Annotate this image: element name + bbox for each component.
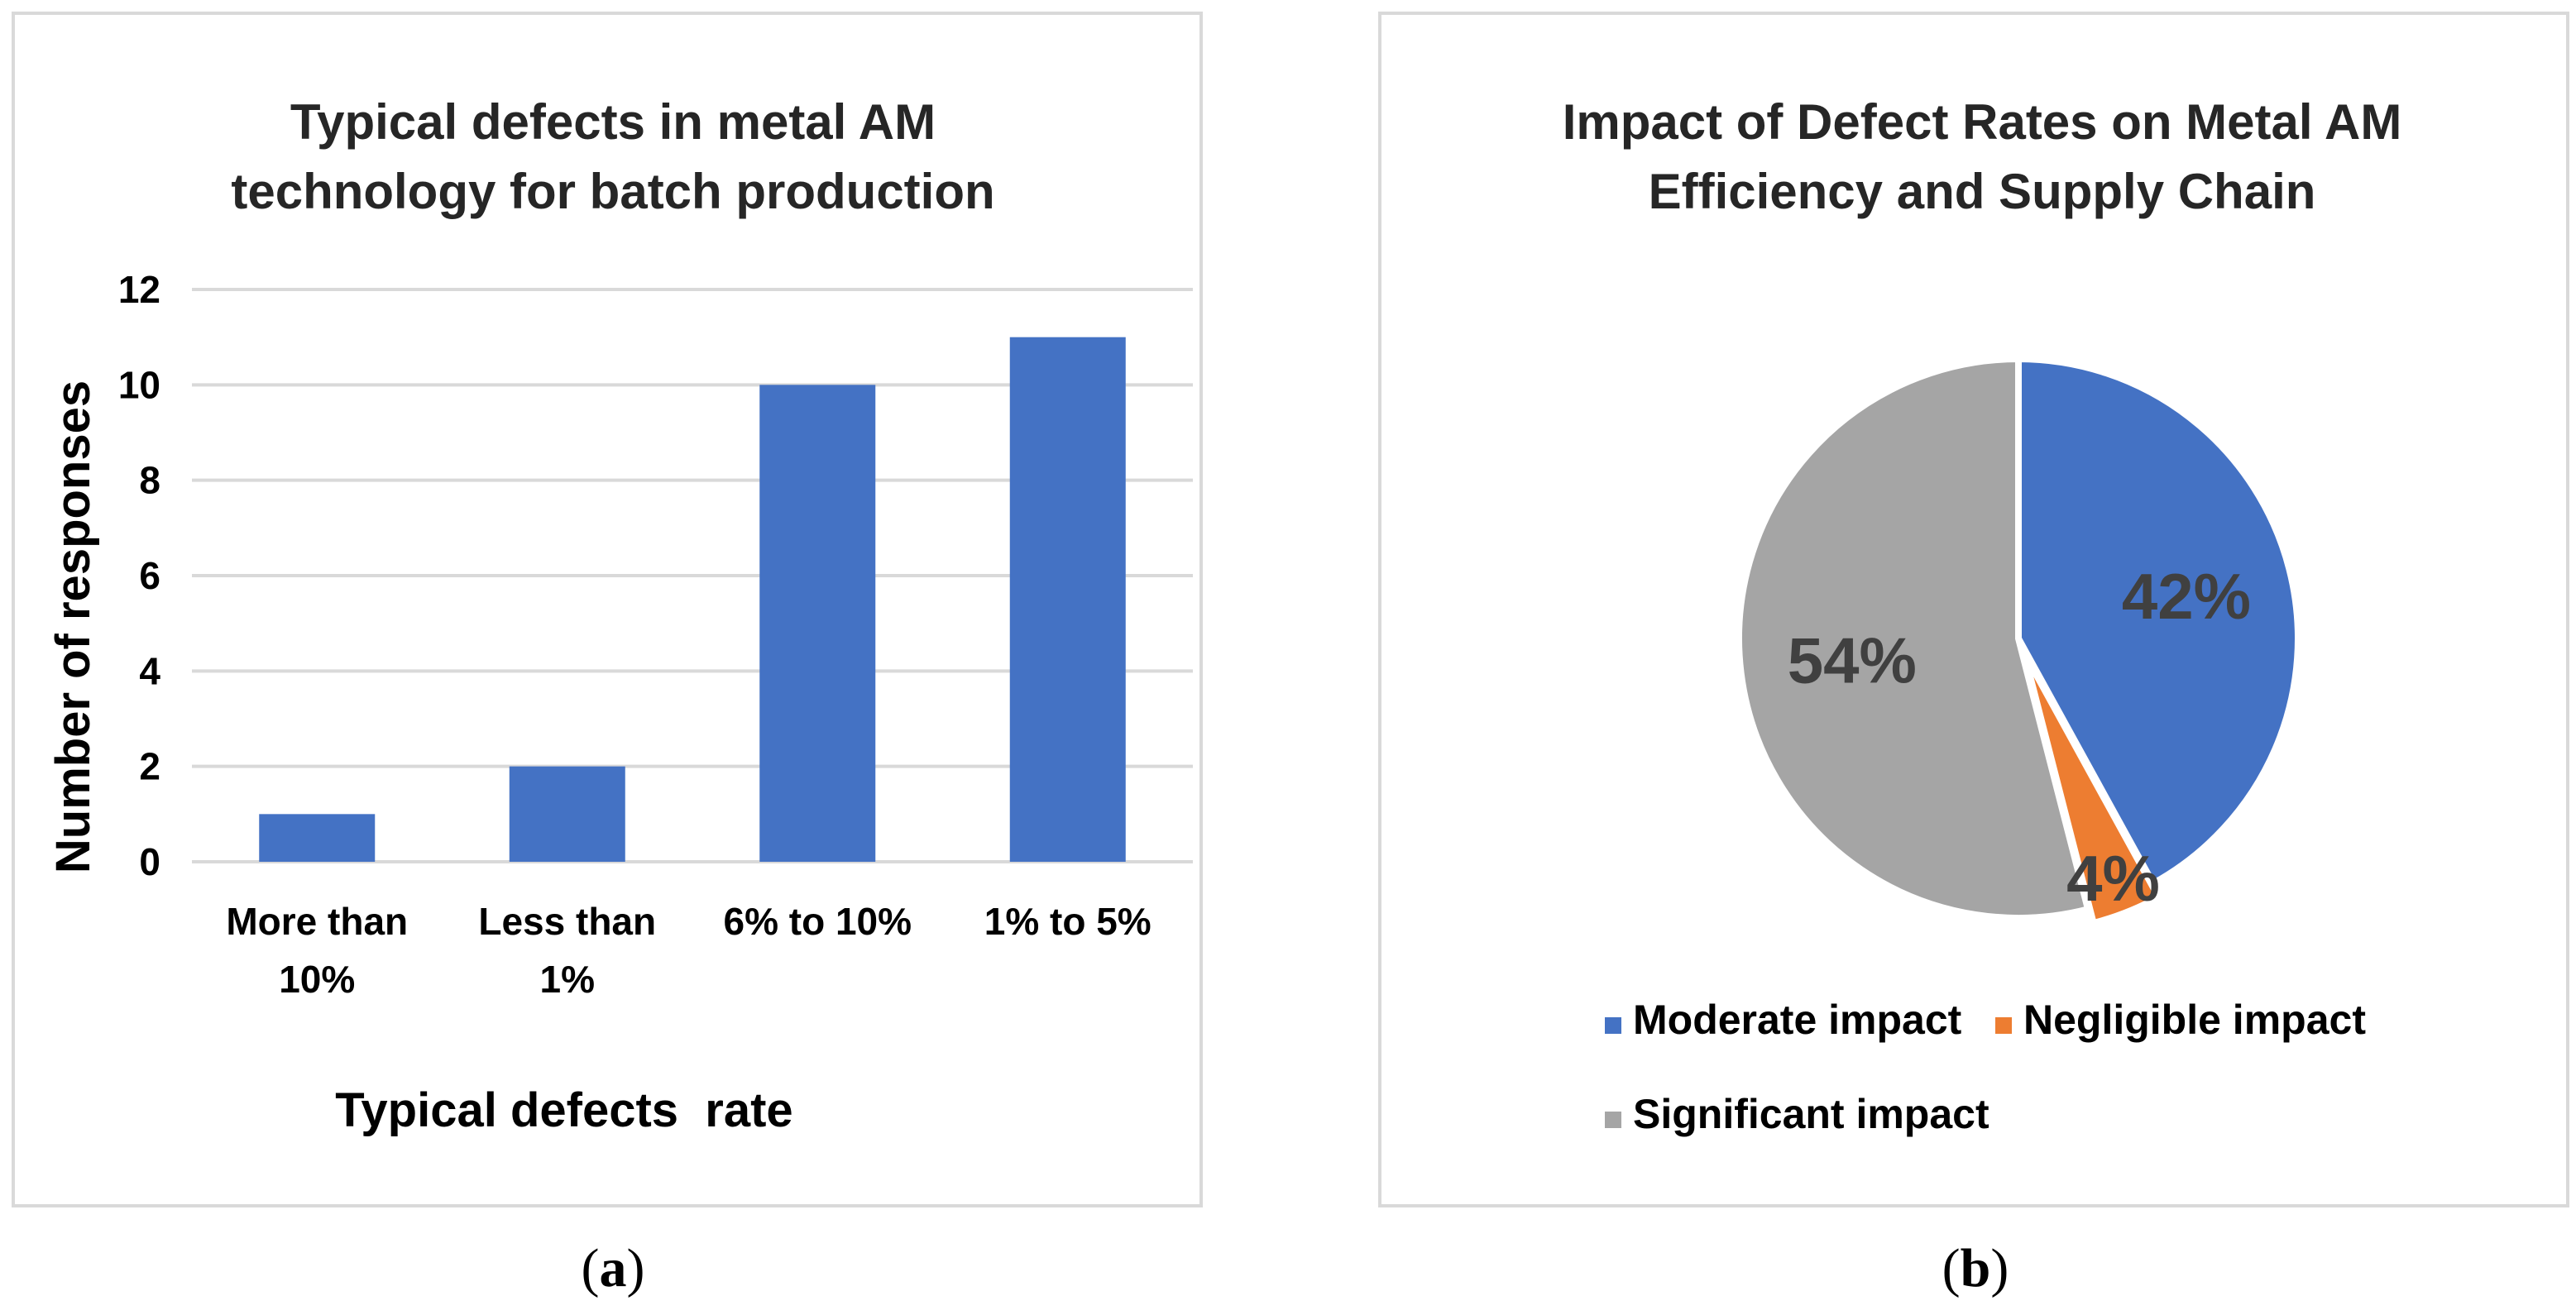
pie-chart-data-labels: 42% 4% 54%	[1788, 560, 2251, 915]
y-tick-label-10: 10	[118, 363, 160, 406]
caption-a: (a)	[582, 1238, 645, 1298]
caption-a-close: )	[627, 1238, 645, 1298]
caption-b: (b)	[1942, 1238, 2009, 1298]
pie-data-label-1: 4%	[2066, 842, 2160, 915]
bar-chart-y-ticks: 0 2 4 6 8 10 12	[118, 268, 161, 883]
legend-label-1: Negligible impact	[2023, 997, 2366, 1043]
bar-3	[1009, 337, 1126, 863]
bar-chart-bars	[259, 337, 1126, 863]
bar-0	[259, 814, 376, 862]
bar-chart-title-line-1: Typical defects in metal AM	[290, 94, 936, 150]
caption-b-close: )	[1990, 1238, 2009, 1298]
x-tick-label-0-line-1: 10%	[279, 958, 355, 1001]
caption-a-letter: a	[600, 1238, 627, 1298]
caption-b-letter: b	[1961, 1238, 1991, 1298]
pie-slice-significant-impact	[1736, 355, 2092, 921]
legend-label-0: Moderate impact	[1633, 997, 1962, 1043]
legend-label-2: Significant impact	[1633, 1091, 1989, 1137]
y-tick-label-2: 2	[139, 745, 160, 788]
caption-b-open: (	[1942, 1238, 1961, 1298]
pie-chart-title-line-2: Efficiency and Supply Chain	[1649, 164, 2316, 219]
pie-chart-panel: Impact of Defect Rates on Metal AM Effic…	[1378, 12, 2569, 1207]
y-tick-label-4: 4	[139, 649, 160, 692]
bar-chart-frame	[12, 12, 1203, 1207]
x-tick-label-3-line-0: 1% to 5%	[984, 900, 1152, 943]
x-tick-label-0-line-0: More than	[226, 900, 408, 943]
pie-chart-slices	[1736, 355, 2301, 927]
bar-2	[759, 385, 876, 862]
bar-1	[509, 766, 625, 862]
legend-swatch-2	[1605, 1112, 1621, 1128]
pie-chart-title-line-1: Impact of Defect Rates on Metal AM	[1563, 94, 2402, 150]
bar-chart-title-line-2: technology for batch production	[231, 164, 994, 219]
y-tick-label-8: 8	[139, 459, 160, 502]
y-tick-label-6: 6	[139, 554, 160, 597]
pie-chart-legend: Moderate impact Negligible impact Signific…	[1605, 997, 2366, 1137]
x-tick-label-2-line-0: 6% to 10%	[723, 900, 912, 943]
legend-swatch-1	[1995, 1017, 2012, 1034]
bar-chart-y-axis-label: Number of responses	[46, 380, 100, 873]
pie-slice-moderate-impact	[2015, 355, 2301, 888]
legend-swatch-0	[1605, 1017, 1621, 1034]
bar-chart-x-ticks: More than 10% Less than 1% 6% to 10% 1% to 5%	[226, 900, 1151, 1001]
bar-chart-panel: Typical defects in metal AM technology f…	[12, 12, 1203, 1207]
pie-data-label-0: 42%	[2122, 560, 2251, 633]
caption-a-open: (	[582, 1238, 600, 1298]
y-tick-label-12: 12	[118, 268, 160, 311]
x-tick-label-1-line-0: Less than	[478, 900, 656, 943]
pie-slice-negligible-impact	[2020, 650, 2163, 927]
bar-chart-x-axis-label: Typical defects rate	[335, 1083, 792, 1137]
x-tick-label-1-line-1: 1%	[540, 958, 595, 1001]
pie-data-label-2: 54%	[1788, 624, 1917, 696]
y-tick-label-0: 0	[139, 840, 160, 883]
